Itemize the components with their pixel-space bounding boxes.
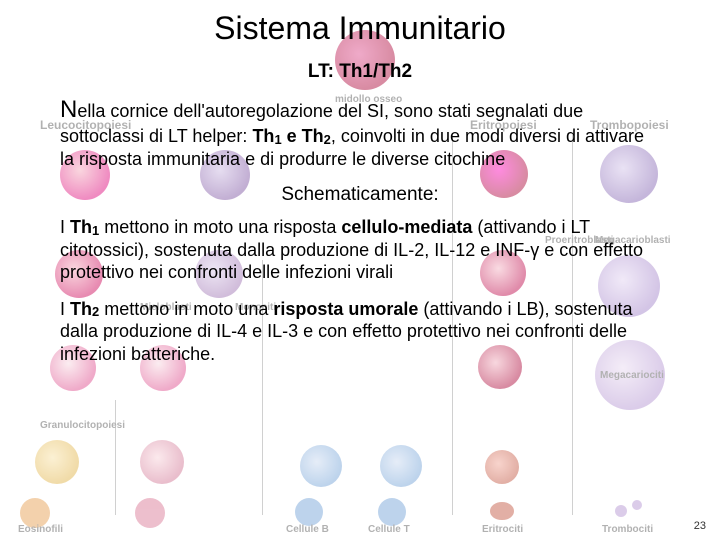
p1-th1-sub: 1 bbox=[274, 132, 281, 147]
paragraph-1: Nella cornice dell'autoregolazione del S… bbox=[60, 95, 660, 170]
paragraph-2: I Th1 mettono in moto una risposta cellu… bbox=[60, 216, 660, 284]
p1-th1: Th bbox=[252, 126, 274, 146]
p3-b: mettono in moto una bbox=[99, 299, 273, 319]
p3-a: I bbox=[60, 299, 70, 319]
p2-bold: cellulo-mediata bbox=[341, 217, 472, 237]
slide-content: Sistema Immunitario LT: Th1/Th2 Nella co… bbox=[0, 0, 720, 540]
p1-and: e bbox=[282, 126, 302, 146]
p3-bold: risposta umorale bbox=[273, 299, 418, 319]
p1-th2: Th bbox=[302, 126, 324, 146]
p2-a: I bbox=[60, 217, 70, 237]
p3-th2: Th bbox=[70, 299, 92, 319]
p1-th2-sub: 2 bbox=[324, 132, 331, 147]
schem-label: Schematicamente: bbox=[60, 184, 660, 206]
p2-th1-sub: 1 bbox=[92, 223, 99, 238]
p2-th1: Th bbox=[70, 217, 92, 237]
slide-title: Sistema Immunitario bbox=[60, 10, 660, 47]
dropcap: N bbox=[60, 96, 77, 123]
p3-th2-sub: 2 bbox=[92, 304, 99, 319]
paragraph-3: I Th2 mettono in moto una risposta umora… bbox=[60, 298, 660, 366]
slide-subtitle: LT: Th1/Th2 bbox=[60, 61, 660, 83]
p2-b: mettono in moto una risposta bbox=[99, 217, 341, 237]
